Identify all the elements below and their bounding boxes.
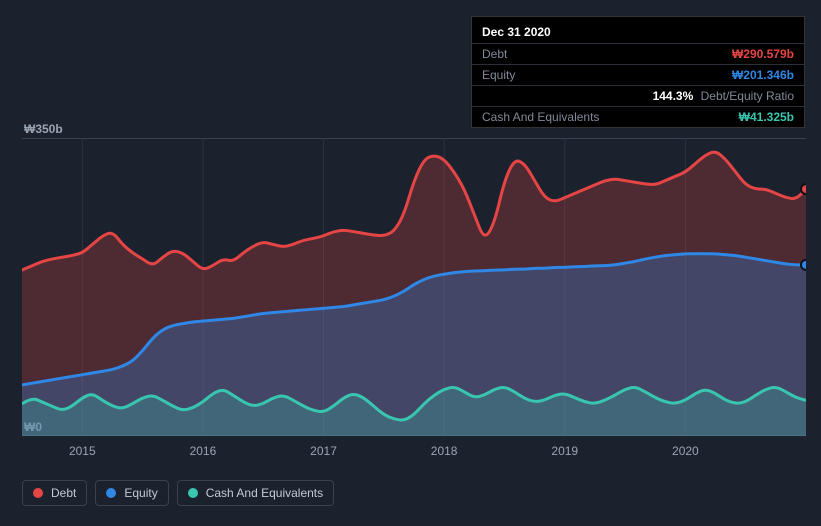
legend-swatch	[106, 488, 116, 498]
x-axis-label: 2015	[69, 444, 96, 458]
tooltip-row: 144.3% Debt/Equity Ratio	[472, 85, 804, 106]
x-axis-label: 2017	[310, 444, 337, 458]
legend-item-label: Debt	[51, 486, 76, 500]
tooltip-row-label: Equity	[482, 68, 515, 82]
tooltip-row-label: Debt	[482, 47, 507, 61]
tooltip-row: Equity ₩201.346b	[472, 64, 804, 85]
series-marker	[801, 260, 806, 270]
legend-item[interactable]: Cash And Equivalents	[177, 480, 334, 506]
legend-item-label: Cash And Equivalents	[206, 486, 323, 500]
legend-item[interactable]: Equity	[95, 480, 168, 506]
x-axis-label: 2018	[431, 444, 458, 458]
tooltip-row-value: ₩41.325b	[739, 110, 794, 124]
tooltip-row-label: Cash And Equivalents	[482, 110, 599, 124]
chart-legend: Debt Equity Cash And Equivalents	[22, 480, 334, 506]
y-axis-label: ₩350b	[24, 122, 63, 136]
tooltip-row-value: ₩201.346b	[732, 68, 794, 82]
legend-swatch	[33, 488, 43, 498]
x-axis-label: 2016	[190, 444, 217, 458]
legend-swatch	[188, 488, 198, 498]
x-axis-label: 2019	[551, 444, 578, 458]
tooltip-row-value: 144.3% Debt/Equity Ratio	[653, 89, 794, 103]
series-marker	[801, 184, 806, 194]
area-chart	[22, 138, 806, 436]
x-axis-label: 2020	[672, 444, 699, 458]
tooltip-date: Dec 31 2020	[472, 23, 804, 43]
tooltip-row-value: ₩290.579b	[732, 47, 794, 61]
chart-tooltip: Dec 31 2020 Debt ₩290.579b Equity ₩201.346b…	[471, 16, 805, 128]
tooltip-row: Cash And Equivalents ₩41.325b	[472, 106, 804, 127]
legend-item[interactable]: Debt	[22, 480, 87, 506]
x-axis-labels: 2015 2016 2017 2018 2019 2020	[22, 444, 806, 464]
legend-item-label: Equity	[124, 486, 157, 500]
tooltip-row: Debt ₩290.579b	[472, 43, 804, 64]
